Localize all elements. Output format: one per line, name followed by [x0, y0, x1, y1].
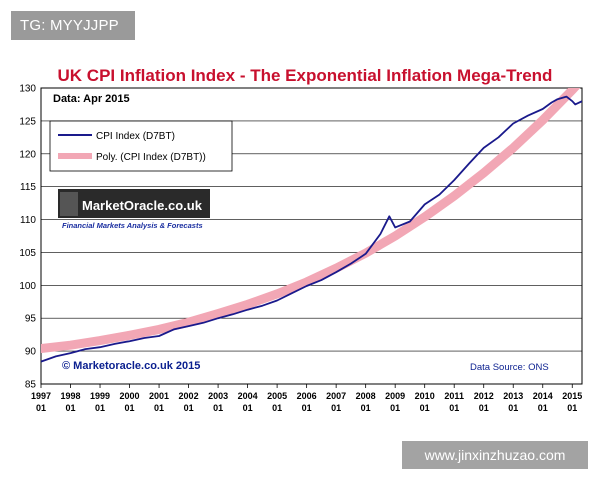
x-tick-year: 2001 [149, 391, 169, 401]
y-tick-label: 125 [19, 116, 36, 127]
x-tick-month: 01 [449, 403, 459, 413]
x-tick-month: 01 [184, 403, 194, 413]
legend-box [49, 120, 233, 172]
y-tick-label: 85 [25, 380, 37, 391]
series-group [41, 88, 582, 363]
footer-source: Data Source: ONS [470, 362, 549, 373]
grid-lines [41, 120, 582, 352]
x-tick-month: 01 [361, 403, 371, 413]
x-tick-year: 2010 [415, 391, 435, 401]
y-tick-label: 110 [20, 215, 36, 226]
x-tick-month: 01 [125, 403, 135, 413]
x-tick-year: 2013 [503, 391, 523, 401]
x-tick-year: 1999 [90, 391, 110, 401]
x-axis-ticks: 1997 01 1998 01 1999 01 2000 01 2001 01 2002 01 2003… [31, 384, 582, 413]
x-tick-month: 01 [508, 403, 518, 413]
x-tick-month: 01 [66, 403, 76, 413]
y-axis-ticks: 85 90 95 100 105 110 115 120 125 130 [19, 84, 36, 391]
y-tick-label: 90 [25, 347, 37, 358]
chart-title: UK CPI Inflation Index - The Exponential… [58, 66, 553, 85]
watermark-site-text: www.jinxinzhuzao.com [424, 447, 566, 463]
y-tick-label: 105 [19, 248, 36, 259]
x-tick-month: 01 [390, 403, 400, 413]
legend-label-poly: Poly. (CPI Index (D7BT)) [96, 152, 206, 163]
x-tick-year: 2002 [179, 391, 199, 401]
x-tick-month: 01 [420, 403, 430, 413]
x-tick-month: 01 [95, 403, 105, 413]
x-tick-year: 2009 [385, 391, 405, 401]
x-tick-year: 2015 [562, 391, 582, 401]
y-tick-label: 130 [19, 84, 36, 95]
x-tick-year: 1998 [60, 391, 80, 401]
x-tick-month: 01 [331, 403, 341, 413]
x-tick-year: 2012 [474, 391, 494, 401]
x-tick-year: 2003 [208, 391, 228, 401]
x-tick-month: 01 [36, 403, 46, 413]
x-tick-month: 01 [154, 403, 164, 413]
x-tick-month: 01 [272, 403, 282, 413]
y-tick-label: 100 [19, 281, 36, 292]
y-tick-label: 120 [19, 149, 36, 160]
x-tick-year: 2004 [238, 391, 258, 401]
x-tick-month: 01 [479, 403, 489, 413]
footer-copyright: © Marketoracle.co.uk 2015 [62, 360, 200, 372]
watermark-site-box: www.jinxinzhuzao.com [402, 441, 588, 469]
x-tick-month: 01 [213, 403, 223, 413]
watermark-tag-text: TG: MYYJJPP [20, 17, 119, 34]
x-tick-month: 01 [538, 403, 548, 413]
x-tick-year: 1997 [31, 391, 51, 401]
x-tick-year: 2014 [533, 391, 553, 401]
x-tick-year: 2007 [326, 391, 346, 401]
x-tick-month: 01 [567, 403, 577, 413]
x-tick-year: 2011 [444, 391, 464, 401]
y-tick-label: 95 [25, 314, 37, 325]
legend-label-cpi: CPI Index (D7BT) [96, 131, 175, 142]
x-tick-month: 01 [243, 403, 253, 413]
watermark-tag-box: TG: MYYJJPP [11, 11, 135, 40]
series-line-poly [41, 88, 581, 353]
x-tick-year: 2005 [267, 391, 287, 401]
logo-tagline: Financial Markets Analysis & Forecasts [62, 221, 203, 230]
marketoracle-logo: MarketOracle.co.uk Financial Markets Ana… [58, 189, 210, 230]
logo-text: MarketOracle.co.uk [82, 198, 203, 213]
y-tick-label: 115 [20, 182, 36, 193]
series-line-cpi [41, 95, 582, 363]
x-tick-year: 2006 [297, 391, 317, 401]
x-tick-month: 01 [302, 403, 312, 413]
x-tick-year: 2000 [120, 391, 140, 401]
chart-subtitle: Data: Apr 2015 [53, 93, 130, 105]
x-tick-year: 2008 [356, 391, 376, 401]
